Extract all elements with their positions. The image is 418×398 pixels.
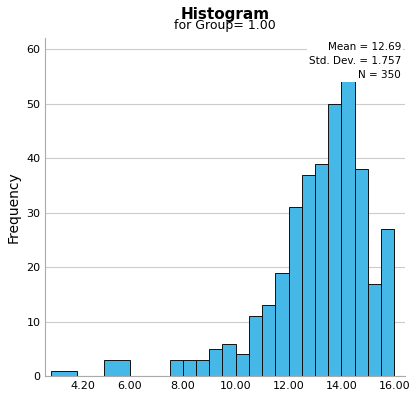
Bar [328, 104, 342, 376]
Bar [302, 175, 315, 376]
Bar [222, 343, 236, 376]
Bar [275, 273, 288, 376]
Bar [262, 305, 275, 376]
Text: for Group= 1.00: for Group= 1.00 [174, 19, 276, 31]
Bar [354, 169, 368, 376]
Text: Mean = 12.69
Std. Dev. = 1.757
N = 350: Mean = 12.69 Std. Dev. = 1.757 N = 350 [309, 42, 401, 80]
Bar [183, 360, 196, 376]
Bar [170, 360, 183, 376]
Bar [381, 229, 394, 376]
Bar [51, 371, 77, 376]
Bar [288, 207, 302, 376]
Bar [196, 360, 209, 376]
Bar [342, 66, 354, 376]
Bar [368, 283, 381, 376]
Y-axis label: Frequency: Frequency [7, 172, 21, 243]
Bar [236, 354, 249, 376]
Bar [104, 360, 130, 376]
Bar [209, 349, 222, 376]
Bar [315, 164, 328, 376]
Bar [249, 316, 262, 376]
Title: Histogram: Histogram [181, 7, 270, 22]
